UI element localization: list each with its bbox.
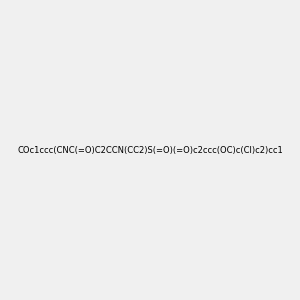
- Text: COc1ccc(CNC(=O)C2CCN(CC2)S(=O)(=O)c2ccc(OC)c(Cl)c2)cc1: COc1ccc(CNC(=O)C2CCN(CC2)S(=O)(=O)c2ccc(…: [17, 146, 283, 154]
